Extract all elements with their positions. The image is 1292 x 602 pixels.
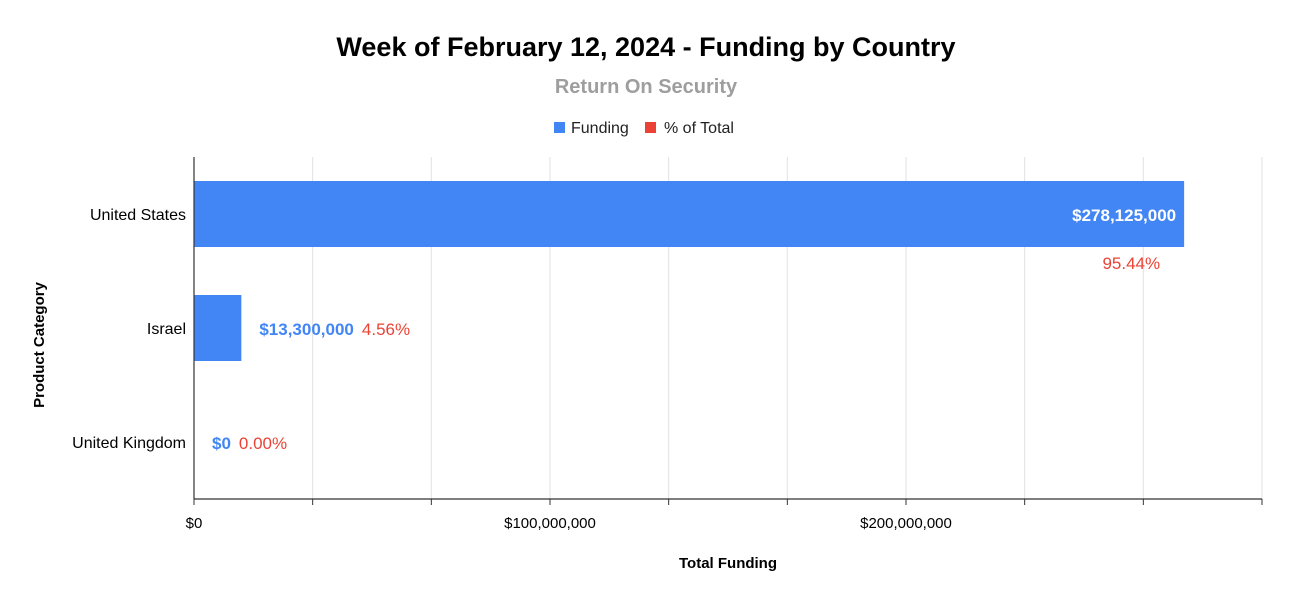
legend: Funding % of Total [554, 120, 734, 137]
category-label: United Kingdom [72, 435, 186, 452]
category-label: United States [90, 207, 186, 224]
chart-title: Week of February 12, 2024 - Funding by C… [336, 32, 955, 62]
x-tick-label: $0 [186, 515, 203, 532]
funding-data-label: $13,300,000 [259, 320, 354, 339]
legend-label-funding: Funding [571, 120, 629, 137]
x-tick-label: $200,000,000 [860, 515, 952, 532]
axes: $0 $100,000,000 $200,000,000 [186, 157, 1263, 532]
funding-data-label: $0 [212, 434, 231, 453]
pct-data-label: 95.44% [1102, 254, 1160, 273]
bar-united-states [194, 181, 1185, 247]
funding-data-label: $278,125,000 [1072, 206, 1176, 225]
legend-swatch-pct [645, 122, 656, 133]
data-labels: United States $278,125,000 95.44% Israel $13… [72, 206, 1176, 453]
x-tick-label: $100,000,000 [504, 515, 596, 532]
pct-data-label: 4.56% [362, 320, 410, 339]
bar-israel [194, 295, 242, 361]
legend-swatch-funding [554, 122, 565, 133]
bars [194, 181, 1185, 361]
y-axis-title: Product Category [31, 281, 48, 408]
x-axis-title: Total Funding [679, 555, 777, 572]
chart-subtitle: Return On Security [555, 76, 738, 98]
pct-data-label: 0.00% [239, 434, 287, 453]
category-label: Israel [147, 321, 186, 338]
legend-label-pct: % of Total [664, 120, 734, 137]
